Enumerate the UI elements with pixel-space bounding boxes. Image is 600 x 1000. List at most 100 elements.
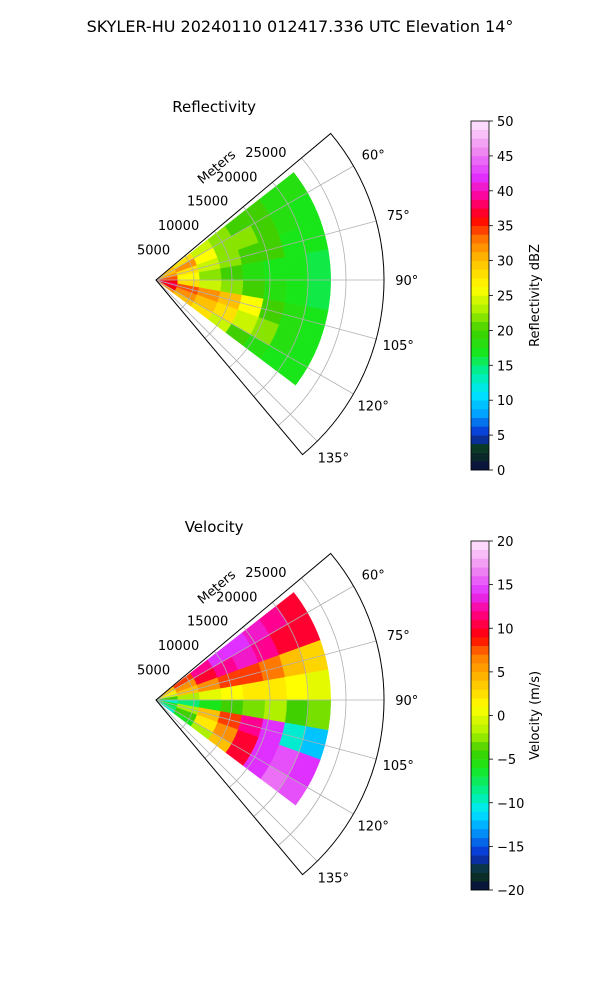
data-cell [284, 279, 310, 307]
data-cell [263, 279, 288, 303]
colorbar-segment [471, 374, 489, 384]
colorbar-segment [471, 732, 489, 742]
colorbar-segment [471, 837, 489, 847]
colorbar-segment [471, 802, 489, 812]
range-ring [277, 577, 347, 846]
range-ring [229, 206, 271, 368]
polar-grid [155, 577, 384, 862]
colorbar-segment [471, 584, 489, 594]
panel-reflectivity: Reflectivity60°75°90°105°120°135°5000100… [137, 98, 543, 479]
figure-suptitle: SKYLER-HU 20240110 012417.336 UTC Elevat… [87, 17, 514, 36]
colorbar-segment [471, 173, 489, 183]
colorbar-segment [471, 724, 489, 734]
colorbar-tick-label: 25 [497, 290, 514, 305]
colorbar-segment [471, 121, 489, 131]
colorbar-label: Reflectivity dBZ [528, 244, 543, 347]
azimuth-spoke [155, 279, 354, 395]
colorbar-segment [471, 654, 489, 664]
colorbar-segment [471, 304, 489, 314]
colorbar-tick-label: 30 [497, 255, 514, 270]
colorbar-segment [471, 820, 489, 830]
colorbar-segment [471, 452, 489, 462]
colorbar-tick-label: 50 [497, 115, 514, 130]
panel-title: Reflectivity [172, 98, 256, 116]
colorbar-segment [471, 549, 489, 559]
colorbar-segment [471, 636, 489, 646]
azimuth-spoke [155, 699, 318, 862]
data-cell [277, 776, 308, 806]
colorbar-segment [471, 365, 489, 375]
colorbar-segment [471, 269, 489, 279]
colorbar-segment [471, 715, 489, 725]
azimuth-tick-label: 105° [383, 759, 414, 774]
range-tick-label: 25000 [245, 566, 286, 581]
colorbar-segment [471, 435, 489, 445]
data-cell [306, 249, 332, 281]
azimuth-tick-label: 105° [383, 339, 414, 354]
colorbar-segment [471, 408, 489, 418]
colorbar-segment [471, 417, 489, 427]
colorbar-segment [471, 645, 489, 655]
colorbar-tick-label: 20 [497, 535, 514, 550]
data-cell [306, 279, 332, 311]
azimuth-tick-label: 90° [395, 274, 418, 289]
colorbar-segment [471, 216, 489, 226]
data-cell [284, 253, 310, 281]
colorbar-segment [471, 828, 489, 838]
colorbar-tick-label: 45 [497, 150, 514, 165]
azimuth-spoke [155, 699, 354, 815]
azimuth-spoke [155, 220, 377, 281]
colorbar-tick-label: 35 [497, 220, 514, 235]
colorbar-segment [471, 558, 489, 568]
colorbar-segment [471, 767, 489, 777]
colorbar-segment [471, 628, 489, 638]
colorbar-label: Velocity (m/s) [528, 671, 543, 760]
colorbar-segment [471, 286, 489, 296]
data-cell [284, 673, 310, 701]
azimuth-tick-label: 75° [387, 209, 410, 224]
colorbar-segment [471, 872, 489, 882]
colorbar-segment [471, 610, 489, 620]
azimuth-tick-label: 135° [318, 451, 349, 466]
data-cell [263, 677, 288, 701]
colorbar-segment [471, 602, 489, 612]
colorbar-segment [471, 881, 489, 891]
range-ring [277, 157, 347, 426]
colorbar-tick-label: 5 [497, 666, 505, 681]
colorbar-segment [471, 461, 489, 471]
range-tick-label: 10000 [158, 639, 199, 654]
colorbar-segment [471, 155, 489, 165]
range-tick-label: 25000 [245, 146, 286, 161]
colorbar-segment [471, 330, 489, 340]
range-tick-label: 15000 [187, 195, 228, 210]
colorbar-tick-label: −20 [497, 884, 524, 899]
range-ring [204, 650, 233, 759]
azimuth-tick-label: 120° [358, 819, 389, 834]
data-cell [263, 257, 288, 281]
colorbar-segment [471, 575, 489, 585]
colorbar-segment [471, 182, 489, 192]
colorbar-segment [471, 234, 489, 244]
azimuth-tick-label: 120° [358, 399, 389, 414]
colorbar-segment [471, 863, 489, 873]
colorbar-segment [471, 164, 489, 174]
colorbar-segment [471, 391, 489, 401]
colorbar-segment [471, 680, 489, 690]
colorbar: 0 5 10 15 20 25 30 35 40 45 50 Reflectivity dBZ [470, 115, 543, 479]
colorbar-tick-label: −5 [497, 753, 516, 768]
data-cell [284, 699, 310, 727]
colorbar-segment [471, 541, 489, 551]
colorbar-segment [471, 347, 489, 357]
colorbar-segment [471, 382, 489, 392]
colorbar-tick-label: 0 [497, 464, 505, 479]
colorbar-tick-label: −15 [497, 840, 524, 855]
colorbar-segment [471, 750, 489, 760]
range-tick-label: 15000 [187, 615, 228, 630]
range-ring [229, 626, 271, 788]
colorbar-tick-label: 15 [497, 579, 514, 594]
azimuth-spoke [155, 640, 377, 701]
colorbar-segment [471, 855, 489, 865]
colorbar-segment [471, 321, 489, 331]
colorbar-segment [471, 129, 489, 139]
colorbar-segment [471, 776, 489, 786]
